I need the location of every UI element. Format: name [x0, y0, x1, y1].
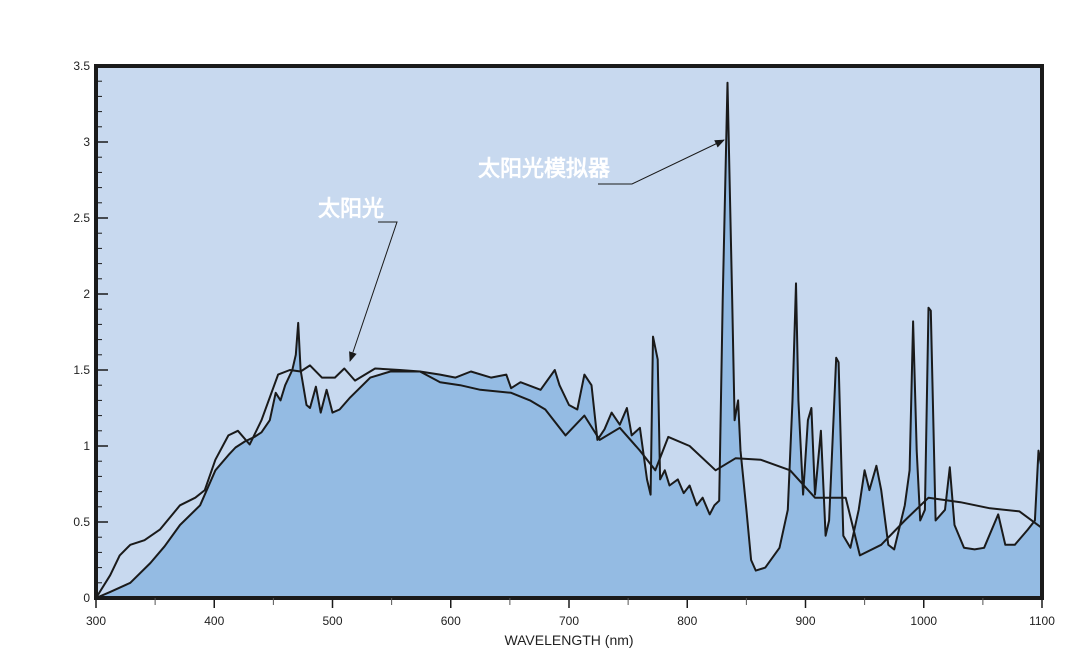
y-tick-label: 0 — [83, 591, 90, 605]
y-tick-label: 0.5 — [73, 515, 90, 529]
series-line-solar-simulator — [95, 81, 1043, 599]
x-tick-label: 500 — [322, 614, 342, 628]
annotation-label-sunlight: 太阳光 — [318, 197, 384, 222]
x-tick-label: 800 — [677, 614, 697, 628]
annotation-simulator: 太阳光模拟器 — [478, 139, 725, 185]
x-tick-label: 1100 — [1029, 614, 1055, 628]
y-tick-label: 3 — [83, 135, 90, 149]
series-layer — [95, 81, 1043, 599]
annotation-arrow-sunlight — [349, 221, 398, 362]
x-tick-label: 1000 — [910, 614, 937, 628]
x-axis-label: WAVELENGTH (nm) — [504, 632, 633, 648]
x-tick-label: 600 — [441, 614, 461, 628]
annotation-label-simulator: 太阳光模拟器 — [478, 157, 611, 182]
x-tick-label: 400 — [204, 614, 224, 628]
annotation-arrow-simulator — [598, 139, 725, 185]
x-tick-label: 700 — [559, 614, 579, 628]
annotation-sunlight: 太阳光 — [318, 197, 398, 362]
y-tick-label: 1 — [83, 439, 90, 453]
axis-ticks: 0 0.5 1 1.5 2 2.5 3 3.5 300 400 500 600 700 800 900 100… — [73, 59, 1055, 628]
series-line-sunlight — [95, 364, 1043, 599]
y-tick-label: 2 — [83, 287, 90, 301]
y-tick-label: 3.5 — [73, 59, 90, 73]
y-tick-label: 1.5 — [73, 363, 90, 377]
y-tick-label: 2.5 — [73, 211, 90, 225]
x-tick-label: 300 — [86, 614, 106, 628]
x-tick-label: 900 — [795, 614, 815, 628]
